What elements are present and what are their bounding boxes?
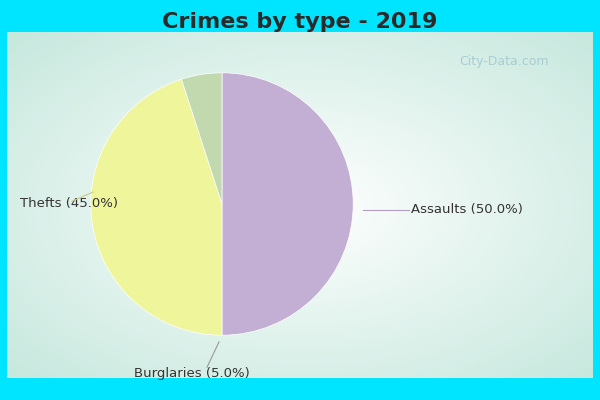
Wedge shape [181, 73, 222, 204]
Text: City-Data.com: City-Data.com [459, 56, 549, 68]
Text: Crimes by type - 2019: Crimes by type - 2019 [163, 12, 437, 32]
Text: Burglaries (5.0%): Burglaries (5.0%) [134, 368, 250, 380]
Wedge shape [222, 73, 353, 335]
Text: Thefts (45.0%): Thefts (45.0%) [20, 198, 118, 210]
Text: Assaults (50.0%): Assaults (50.0%) [411, 204, 523, 216]
Wedge shape [91, 79, 222, 335]
